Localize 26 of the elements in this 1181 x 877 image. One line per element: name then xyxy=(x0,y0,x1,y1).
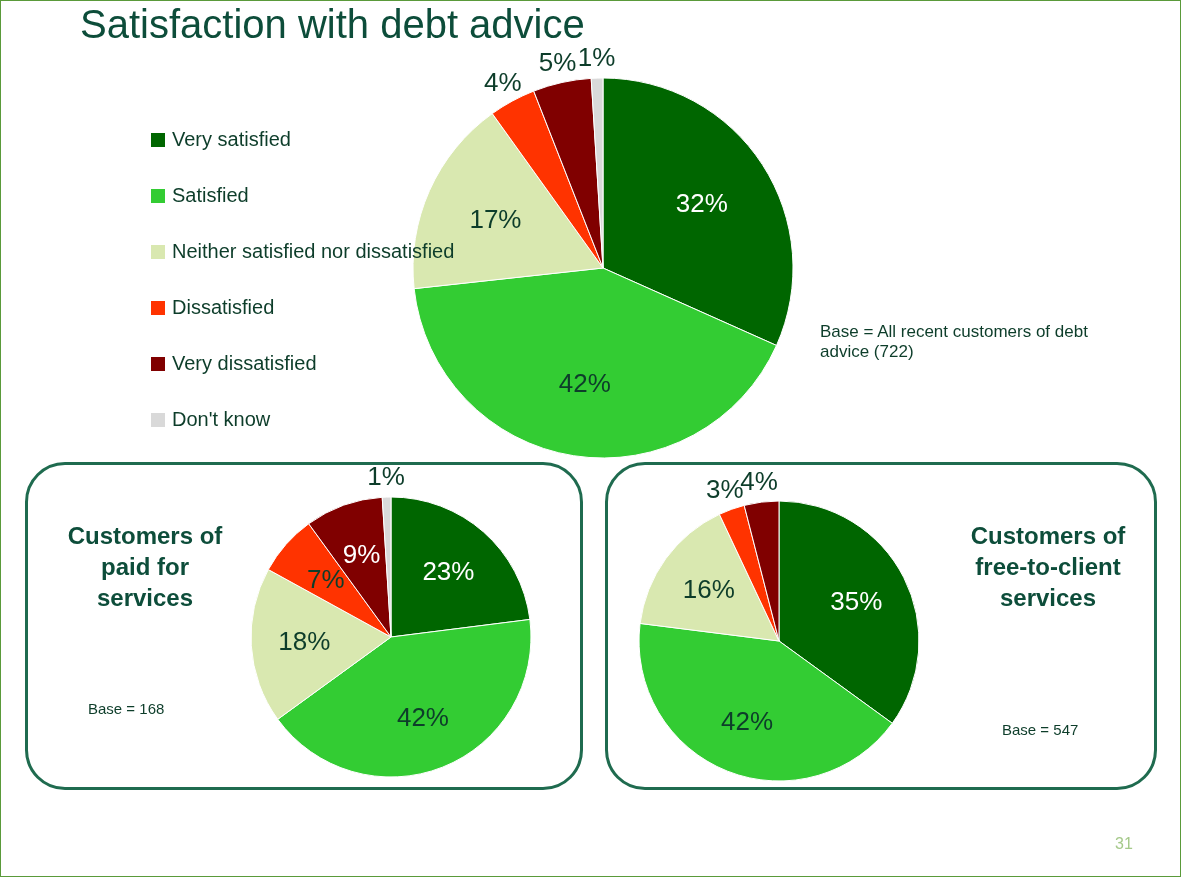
legend-label: Don't know xyxy=(172,408,271,430)
text: Base = 547 xyxy=(1002,721,1080,738)
legend-label: Satisfied xyxy=(172,184,249,206)
data-label: 18% xyxy=(278,626,331,657)
data-label: 42% xyxy=(721,705,774,736)
data-label: 42% xyxy=(558,368,611,399)
data-label: 42% xyxy=(396,701,449,732)
text: 31 xyxy=(1115,835,1134,853)
data-label: 17% xyxy=(469,203,522,234)
legend-label: Very satisfied xyxy=(172,128,291,150)
data-label: 16% xyxy=(682,573,735,604)
data-label: 7% xyxy=(307,563,345,594)
data-label: 5% xyxy=(538,46,577,77)
legend-label: Neither satisfied nor dissatisfied xyxy=(172,240,455,262)
text: Base = All recent customers of debt advice (722) xyxy=(820,322,1089,362)
legend-label: Very dissatisfied xyxy=(172,352,317,374)
text: Customers of free-to-client services xyxy=(969,521,1127,613)
data-label: 4% xyxy=(483,67,522,98)
data-label: 23% xyxy=(422,555,475,586)
data-label: 35% xyxy=(830,585,883,616)
text: Customers of paid for services xyxy=(66,521,224,613)
data-label: 9% xyxy=(342,539,381,570)
legend-label: Dissatisfied xyxy=(172,296,275,318)
text: Base = 168 xyxy=(88,700,166,717)
data-label: 32% xyxy=(675,187,728,218)
data-label: 1% xyxy=(367,461,405,492)
